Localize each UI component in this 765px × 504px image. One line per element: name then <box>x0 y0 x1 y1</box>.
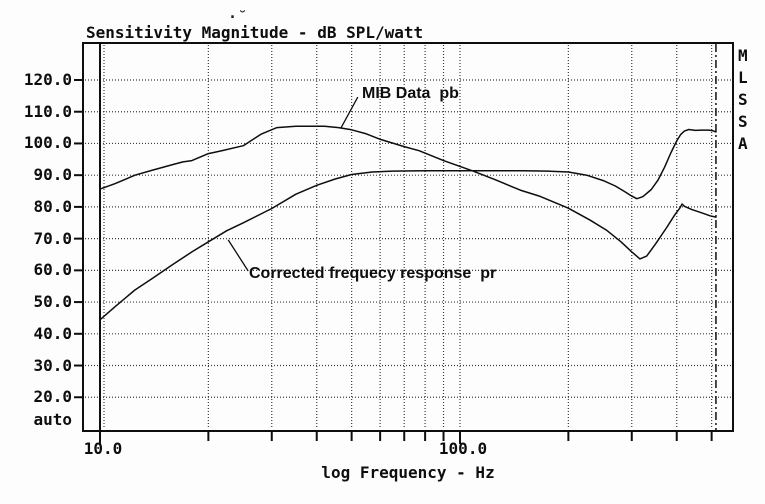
y-tick-label: 70.0 <box>33 228 72 248</box>
y-tick-label: 30.0 <box>33 355 72 375</box>
chart-title: Sensitivity Magnitude - dB SPL/watt <box>86 23 424 42</box>
y-tick-label: 100.0 <box>23 133 72 153</box>
x-tick-label: 10.0 <box>83 439 123 458</box>
curve-pb <box>99 125 717 260</box>
y-tick-label: 90.0 <box>33 165 72 185</box>
y-tick-label: 80.0 <box>33 196 72 216</box>
curve-label-pr: Corrected frequecy response pr <box>249 265 497 282</box>
watermark-letter: S <box>738 90 748 109</box>
curve-pr <box>99 128 717 321</box>
y-tick-label: 110.0 <box>23 101 72 121</box>
leader-line-pb <box>340 96 359 129</box>
y-tick-label: 120.0 <box>23 70 72 89</box>
y-tick-label: 40.0 <box>33 323 72 343</box>
y-tick-label: 60.0 <box>33 260 72 280</box>
smudge-artifact: ·˘ <box>228 8 249 26</box>
y-axis-auto-label: auto <box>33 410 72 429</box>
watermark-letter: A <box>738 134 748 153</box>
x-tick-label: 100.0 <box>438 439 488 458</box>
y-tick-label: 20.0 <box>33 387 72 407</box>
curve-label-pb: MIB Data pb <box>362 85 459 102</box>
watermark-letter: M <box>738 46 748 65</box>
watermark-letter: S <box>738 112 748 131</box>
y-tick-label: 50.0 <box>33 292 72 312</box>
leader-line-pr <box>227 239 249 272</box>
x-axis-title: log Frequency - Hz <box>321 463 495 482</box>
watermark-letter: L <box>738 68 748 87</box>
